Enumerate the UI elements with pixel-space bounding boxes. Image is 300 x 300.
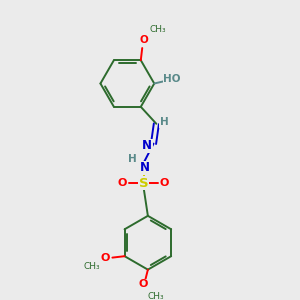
- Text: N: N: [142, 140, 152, 152]
- Text: H: H: [160, 117, 169, 128]
- Text: HO: HO: [163, 74, 181, 84]
- Text: CH₃: CH₃: [147, 292, 164, 300]
- Text: H: H: [128, 154, 137, 164]
- Text: CH₃: CH₃: [83, 262, 100, 271]
- Text: O: O: [139, 279, 148, 290]
- Text: O: O: [160, 178, 169, 188]
- Text: O: O: [101, 253, 110, 262]
- Text: CH₃: CH₃: [149, 25, 166, 34]
- Text: S: S: [139, 177, 148, 190]
- Text: N: N: [140, 161, 150, 175]
- Text: O: O: [139, 35, 148, 45]
- Text: O: O: [118, 178, 128, 188]
